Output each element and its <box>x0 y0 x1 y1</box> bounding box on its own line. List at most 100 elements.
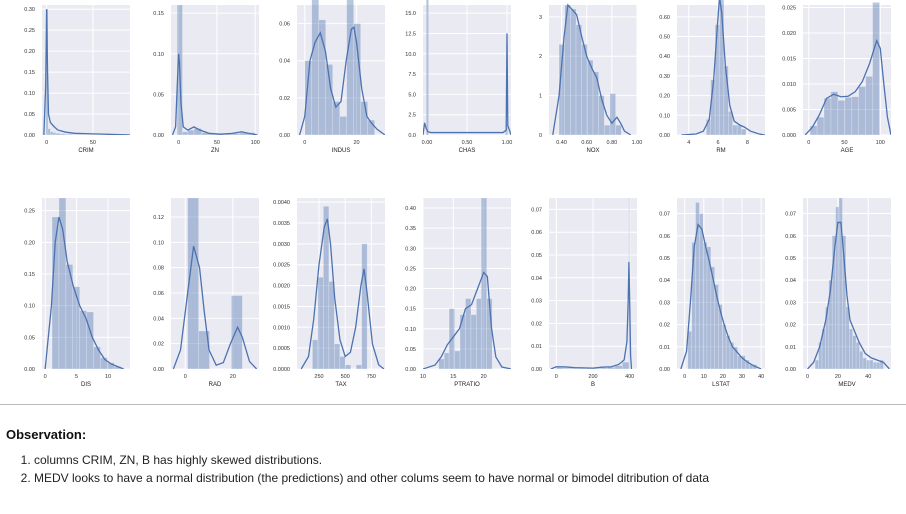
x-tick-label: 500 <box>341 374 350 380</box>
kde-curve <box>807 221 890 369</box>
histogram-bar <box>592 71 599 135</box>
y-tick-label: 0.20 <box>24 49 35 55</box>
histogram-bars <box>423 197 511 369</box>
histogram-bar <box>687 330 693 369</box>
x-tick-label: 20 <box>835 374 841 380</box>
histogram-bar <box>454 350 461 369</box>
histogram-bar <box>825 306 830 369</box>
y-tick-label: 0.06 <box>659 234 670 240</box>
subplot-tax: 0.0000 0.0005 0.0010 0.0015 0.0020 0.0025 0.00… <box>273 198 385 388</box>
y-tick-label: 0.10 <box>153 240 164 246</box>
histogram-bar <box>323 206 330 369</box>
histogram-bars <box>171 4 258 135</box>
plot-panel <box>42 5 130 135</box>
x-tick-label: 40 <box>865 374 871 380</box>
y-tick-label: 0.00 <box>659 367 670 373</box>
plot-panel <box>803 5 891 135</box>
histogram-bar <box>328 281 335 369</box>
x-tick-label: 0 <box>44 374 47 380</box>
histogram-bar <box>830 91 839 135</box>
x-tick-label: 10 <box>105 374 111 380</box>
histogram-bar <box>809 125 818 135</box>
x-axis-label: TAX <box>335 382 346 388</box>
x-tick-label: 4 <box>687 140 690 146</box>
x-axis-label: RM <box>716 148 725 154</box>
x-tick-label: 0 <box>184 374 187 380</box>
histogram-bar <box>325 64 334 135</box>
x-tick-label: 750 <box>367 374 376 380</box>
observation-heading: Observation: <box>6 427 87 442</box>
y-tick-label: 0.20 <box>24 240 35 246</box>
y-tick-label: 0 <box>539 133 542 139</box>
histogram-bar <box>622 361 630 369</box>
histogram-bar <box>600 367 608 369</box>
histogram-bars <box>172 197 258 369</box>
histogram-bar <box>719 0 725 135</box>
histogram-bar <box>702 242 708 369</box>
y-tick-label: 0.07 <box>785 212 796 218</box>
y-tick-label: 0.08 <box>153 266 164 272</box>
histogram-bar <box>729 342 735 369</box>
histogram-bar <box>865 76 873 135</box>
x-tick-label: 0 <box>807 140 810 146</box>
histogram-bar <box>609 93 616 135</box>
y-tick-label: 0.00 <box>785 367 796 373</box>
histogram-bar <box>65 264 74 369</box>
x-tick-label: 0 <box>177 140 180 146</box>
plot-panel <box>677 5 765 135</box>
histogram-bars <box>423 0 511 135</box>
y-tick-label: 0.025 <box>782 6 796 12</box>
x-tick-label: 400 <box>625 374 634 380</box>
y-tick-label: 0.07 <box>659 212 670 218</box>
plot-panel <box>42 198 130 369</box>
histogram-bar <box>691 242 696 369</box>
histogram-bar <box>844 96 853 135</box>
y-tick-label: 0.03 <box>531 299 542 305</box>
kde-curve <box>681 0 765 135</box>
histogram-bar <box>345 364 352 369</box>
y-tick-label: 0.000 <box>782 133 796 139</box>
y-tick-label: 0.50 <box>659 35 670 41</box>
y-tick-label: 0.02 <box>279 96 290 102</box>
x-tick-label: 1.00 <box>502 140 513 146</box>
y-tick-label: 5.0 <box>408 92 416 98</box>
histogram-bar <box>733 346 738 369</box>
histogram-bar <box>58 197 67 369</box>
x-axis-label: AGE <box>841 148 854 154</box>
histogram-bars <box>550 197 633 369</box>
y-tick-label: 0.0020 <box>273 284 290 290</box>
y-tick-label: 0.10 <box>153 52 164 58</box>
y-tick-label: 0.06 <box>279 22 290 28</box>
y-tick-label: 0.05 <box>24 335 35 341</box>
histogram-bar <box>872 2 880 135</box>
histogram-bar <box>563 367 572 369</box>
histogram-bar <box>318 19 327 135</box>
histogram-bar <box>862 357 867 369</box>
y-tick-label: 0.01 <box>531 344 542 350</box>
y-tick-label: 0.0 <box>408 133 416 139</box>
subplot-lstat: 0.00 0.01 0.02 0.03 0.04 0.05 0.06 0.07 0 10 20 30 4… <box>659 198 765 388</box>
y-tick-label: 0.00 <box>153 133 164 139</box>
histogram-bars <box>807 197 890 369</box>
observation-item: columns CRIM, ZN, B has highly skewed di… <box>34 451 709 469</box>
plot-panel <box>423 198 511 369</box>
x-tick-label: 15 <box>450 374 456 380</box>
x-tick-label: 0.80 <box>606 140 617 146</box>
x-tick-label: 0 <box>683 374 686 380</box>
subplot-b: 0.00 0.01 0.02 0.03 0.04 0.05 0.06 0.07 0 200 400 B <box>531 197 637 388</box>
histogram-bar <box>332 101 341 135</box>
x-axis-label: CHAS <box>459 148 476 154</box>
x-axis-label: PTRATIO <box>454 382 480 388</box>
y-tick-label: 0.15 <box>24 272 35 278</box>
section-divider <box>0 404 906 405</box>
histogram-bar <box>187 129 195 135</box>
histogram-bar <box>848 328 853 369</box>
histogram-bar <box>60 133 66 135</box>
y-tick-label: 0.00 <box>24 133 35 139</box>
y-tick-label: 0.10 <box>24 304 35 310</box>
histogram-bar <box>355 364 362 369</box>
kde-curve <box>423 271 511 369</box>
x-tick-label: 50 <box>841 140 847 146</box>
histogram-bar <box>699 213 704 369</box>
plot-panel <box>803 198 891 369</box>
